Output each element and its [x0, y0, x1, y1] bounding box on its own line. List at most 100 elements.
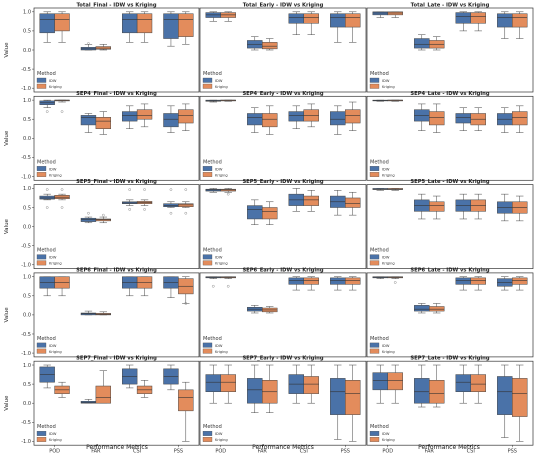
legend-title: Method — [203, 248, 222, 254]
y-tick-label: 1.0 — [23, 363, 31, 369]
iqr-box — [262, 42, 278, 50]
legend-label: IDW — [49, 79, 57, 83]
y-tick-label: -0.5 — [21, 332, 31, 338]
panel-title: SEP4_Final - IDW vs Kriging — [76, 91, 157, 97]
y-tick-label: -1.0 — [21, 439, 31, 445]
iqr-box — [387, 11, 403, 16]
iqr-box — [387, 372, 403, 391]
panel-title: Total_Late - IDW vs Kriging — [411, 3, 490, 9]
iqr-box — [497, 13, 513, 28]
panel: SEP6_Early - IDW vs Kriging Method IDW Krig… — [199, 267, 367, 358]
iqr-box — [136, 109, 153, 120]
panel: SEP5_Final - IDW vs Kriging 1.0 0.5 0.0 -0.5… — [4, 179, 200, 269]
iqr-box — [330, 13, 346, 28]
iqr-box — [330, 111, 346, 126]
legend-swatch — [36, 172, 47, 177]
y-axis-label: Value — [4, 395, 10, 411]
legend: Method IDW Kriging — [369, 71, 395, 89]
box-kriging — [512, 195, 528, 222]
box-kriging — [178, 103, 194, 131]
legend-label: IDW — [215, 167, 223, 171]
panel: SEP4_Early - IDW vs Kriging Method IDW Krig… — [199, 91, 367, 181]
outlier-point — [87, 211, 90, 215]
iqr-box — [54, 13, 70, 32]
box-idw — [247, 364, 263, 413]
outlier-point — [60, 206, 64, 209]
panel: SEP4_Late - IDW vs Kriging Method IDW Krigi… — [366, 91, 534, 181]
legend: Method IDW Kriging — [202, 71, 228, 89]
box-idw — [163, 276, 179, 298]
iqr-box — [80, 115, 97, 126]
iqr-box — [455, 277, 471, 285]
box-idw — [330, 11, 346, 43]
box-kriging — [470, 193, 486, 220]
box-kriging — [345, 11, 361, 43]
box-kriging — [262, 306, 278, 314]
x-tick-label: FAR — [258, 449, 268, 453]
legend-label: Kriging — [382, 85, 395, 89]
box-kriging — [136, 276, 153, 297]
outlier-point — [211, 284, 215, 288]
box-idw — [122, 276, 138, 297]
box-kriging — [54, 99, 70, 113]
legend-label: IDW — [382, 256, 390, 260]
outlier-point — [87, 42, 90, 45]
box-kriging — [54, 381, 70, 398]
panel: SEP4_Final - IDW vs Kriging 1.0 0.5 0.0 -0.5… — [4, 91, 200, 181]
box-idw — [80, 211, 97, 224]
legend: Method IDW Kriging — [202, 248, 228, 266]
legend-label: Kriging — [382, 438, 395, 442]
y-tick-label: 0.0 — [23, 401, 31, 407]
panel-title: SEP7_Late - IDW vs Kriging — [410, 356, 489, 362]
legend-swatch — [202, 172, 213, 177]
box-idw — [330, 105, 346, 135]
iqr-box — [288, 13, 304, 24]
legend-label: Kriging — [215, 85, 228, 89]
outlier-point — [60, 188, 64, 191]
legend-label: IDW — [49, 432, 57, 436]
box-kriging — [220, 364, 236, 404]
y-tick-label: 1.0 — [23, 10, 31, 16]
legend-title: Method — [203, 424, 222, 430]
box-kriging — [429, 303, 445, 314]
box-idw — [288, 105, 304, 130]
box-kriging — [54, 11, 70, 43]
box-idw — [372, 99, 388, 102]
panel-grid: Total_Final - IDW vs Kriging 1.0 0.5 0.0 -0.… — [4, 3, 534, 453]
y-axis-label: Value — [4, 42, 10, 58]
legend-title: Method — [37, 336, 56, 342]
iqr-box — [178, 109, 194, 124]
box-kriging — [178, 381, 194, 442]
iqr-box — [303, 277, 319, 285]
iqr-box — [288, 277, 304, 285]
panel-title: SEP7_Final - IDW vs Kriging — [76, 356, 157, 362]
iqr-box — [178, 13, 194, 37]
y-tick-label: -1.0 — [21, 351, 31, 357]
box-idw — [455, 107, 471, 131]
legend-swatch — [369, 431, 380, 436]
legend-title: Method — [37, 424, 56, 430]
iqr-box — [247, 205, 263, 220]
iqr-box — [429, 380, 445, 404]
legend-label: Kriging — [49, 350, 62, 354]
box-kriging — [387, 188, 403, 191]
legend-title: Method — [37, 159, 56, 165]
iqr-box — [95, 117, 111, 130]
outlier-point — [169, 211, 173, 215]
iqr-box — [414, 38, 430, 49]
iqr-box — [455, 374, 471, 392]
iqr-box — [262, 207, 278, 220]
box-kriging — [54, 276, 70, 297]
panel-frame — [199, 272, 367, 358]
legend-swatch — [369, 254, 380, 260]
outlier-point — [226, 284, 230, 288]
iqr-box — [39, 13, 55, 34]
box-kriging — [429, 195, 445, 220]
x-tick-label: POD — [49, 449, 60, 453]
legend-label: IDW — [382, 432, 390, 436]
iqr-box — [429, 201, 445, 212]
box-idw — [39, 364, 55, 389]
box-kriging — [303, 103, 319, 128]
legend-swatch — [36, 431, 47, 436]
legend-swatch — [202, 348, 213, 354]
